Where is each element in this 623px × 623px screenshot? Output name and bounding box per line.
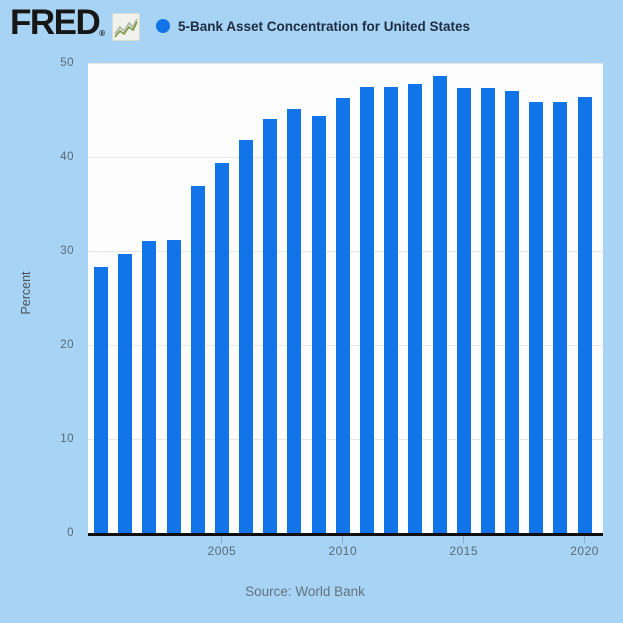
y-tick-label-20: 20 [60,339,74,351]
bar-2011[interactable] [359,86,374,533]
bar-2005[interactable] [214,162,229,533]
bar-2018[interactable] [529,101,544,533]
x-tick-2005 [221,536,223,543]
y-axis-title: Percent [19,271,33,315]
series-title: 5-Bank Asset Concentration for United St… [178,19,471,34]
y-tick-label-50: 50 [60,57,74,69]
bar-2016[interactable] [480,88,495,533]
bar-2010[interactable] [335,97,350,533]
bar-2002[interactable] [142,240,157,533]
x-tick-2010 [342,536,344,543]
plot-area [88,63,603,533]
x-axis-line [88,533,603,536]
fred-logo-link[interactable]: FRED® [10,5,105,52]
bar-2008[interactable] [287,109,302,533]
x-tick-label-2020: 2020 [570,544,599,558]
fred-logo-chart-icon [112,13,140,41]
bar-2013[interactable] [408,83,423,533]
bar-2000[interactable] [94,266,108,533]
bar-2006[interactable] [239,140,254,533]
bar-2019[interactable] [553,101,568,533]
bar-2012[interactable] [384,87,399,533]
y-tick-label-40: 40 [60,151,74,163]
bar-2020[interactable] [577,96,592,533]
source-attribution: Source: World Bank [245,584,365,599]
bar-2003[interactable] [166,239,181,533]
bar-2009[interactable] [311,115,326,533]
bar-2017[interactable] [505,91,520,533]
bar-2001[interactable] [118,253,133,533]
bar-2015[interactable] [456,88,471,533]
x-tick-label-2015: 2015 [449,544,479,558]
bar-2007[interactable] [263,119,278,533]
x-tick-2015 [463,536,465,543]
x-tick-label-2010: 2010 [328,544,358,558]
bar-2004[interactable] [190,186,205,533]
chart-header: FRED® 5-Bank Asset Concentration for Uni… [0,0,623,52]
x-tick-label-2005: 2005 [207,544,237,558]
fred-logo-text: FRED [10,3,101,42]
y-tick-label-10: 10 [60,433,74,445]
registered-trademark-symbol: ® [99,29,106,38]
legend-marker-icon [156,19,170,33]
y-tick-label-0: 0 [67,527,74,539]
y-tick-label-30: 30 [60,245,74,257]
gridline-50 [88,63,603,64]
x-tick-2020 [584,536,586,543]
bar-2014[interactable] [432,76,447,533]
